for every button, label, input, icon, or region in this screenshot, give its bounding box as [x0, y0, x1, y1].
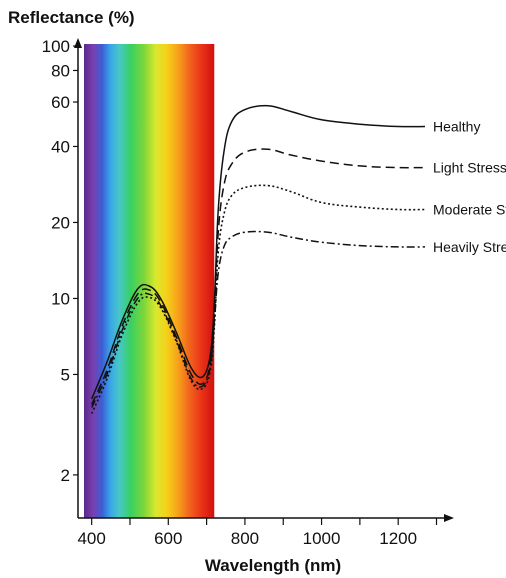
x-axis-title: Wavelength (nm)	[204, 556, 342, 575]
y-tick-label: 40	[51, 137, 70, 156]
y-tick-label: 10	[51, 289, 70, 308]
x-tick-label: 600	[154, 529, 182, 548]
y-tick-label: 2	[61, 466, 70, 485]
axes: 2 5 10 20 40 60 80 100 400 600 800 1000 1200	[42, 37, 454, 548]
series-label: Moderate Stress	[433, 202, 506, 218]
x-tick-label: 800	[231, 529, 259, 548]
series-label: Light Stress	[433, 160, 506, 176]
y-tick-label: 20	[51, 213, 70, 232]
y-tick-label: 60	[51, 93, 70, 112]
series-layer	[90, 104, 426, 414]
y-tick-label: 100	[42, 37, 70, 56]
series-line-moderate-stress	[90, 184, 426, 414]
series-labels: Healthy Light Stress Moderate Stress Heavil…	[433, 118, 506, 254]
x-tick-label: 400	[77, 529, 105, 548]
series-label: Healthy	[433, 118, 480, 134]
visible-spectrum-band	[84, 44, 215, 518]
series-label: Heavily Stress	[433, 239, 506, 255]
x-tick-label: 1000	[303, 529, 341, 548]
y-axis-title: Reflectance (%)	[8, 8, 135, 27]
y-tick-label: 80	[51, 61, 70, 80]
x-tick-label: 1200	[379, 529, 417, 548]
y-tick-label: 5	[61, 365, 70, 384]
series-line-heavily-stress	[91, 230, 426, 408]
